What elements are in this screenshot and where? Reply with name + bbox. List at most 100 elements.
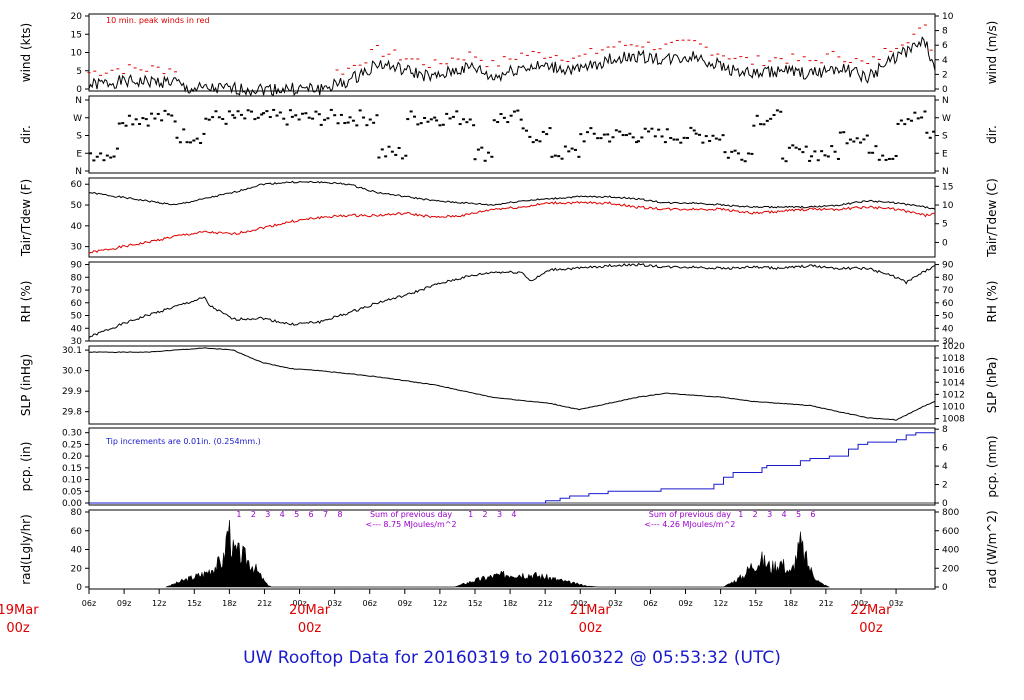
dir-point: [445, 112, 449, 115]
temp-right-label: Tair/Tdew (C): [985, 178, 999, 258]
dir-point: [124, 124, 128, 127]
dir-point: [794, 146, 798, 149]
dir-point: [178, 141, 182, 144]
dir-point: [650, 127, 654, 130]
y-tick-label-right-slp: 1008: [942, 415, 965, 425]
y-tick-label-left-pcp: 0.00: [62, 499, 82, 509]
rad-hour-marker: 8: [337, 510, 342, 519]
panel-frame-temp: [88, 177, 936, 258]
x-axis: 06z 09z 12z 15z 18z 21z 00z 03z 06z 09z 12z 15z 18z 2…: [0, 589, 903, 636]
dir-point: [451, 115, 455, 118]
dir-point: [476, 148, 480, 151]
x-day-hour-label: 00z: [6, 621, 30, 636]
rad-hour-marker: 3: [497, 510, 502, 519]
dir-point: [329, 108, 333, 111]
y-tick-label-right-temp: 10: [942, 201, 954, 211]
panel-rh: 90 80 70 60 50 40 30 90 80 70 60 50 40 30 RH (%) RH (%): [19, 261, 999, 347]
dir-point: [653, 135, 657, 138]
dir-point: [682, 136, 686, 139]
dir-point: [323, 118, 327, 121]
dir-point: [643, 127, 647, 130]
dir-point: [441, 123, 445, 126]
y-tick-label-right-temp: 5: [942, 220, 948, 230]
dir-point: [723, 151, 727, 154]
panel-frame-slp: [88, 345, 936, 425]
dir-point: [567, 150, 571, 153]
rad-hour-marker: 4: [280, 510, 285, 519]
dir-point: [380, 148, 384, 151]
y-tick-label-left-wind: 15: [71, 30, 82, 40]
x-day-hour-label: 00z: [859, 621, 883, 636]
slp-right-label: SLP (hPa): [985, 357, 999, 413]
dir-point: [631, 136, 635, 139]
dir-point: [433, 116, 437, 119]
dir-point: [233, 116, 237, 119]
y-tick-label-left-slp: 29.9: [62, 387, 82, 397]
dir-point: [163, 109, 167, 112]
y-tick-label-right-rh: 50: [942, 312, 954, 322]
y-tick-label-left-wind: 20: [71, 12, 83, 22]
x-tick-label: 09z: [398, 599, 412, 608]
dir-point: [599, 137, 603, 140]
dir-point: [669, 136, 673, 139]
air-temp-line: [88, 180, 936, 210]
panel-slp: 30.1 30.0 29.9 29.8 1020 1018 1016 1014 1012 1010…: [19, 342, 999, 425]
dir-point: [801, 151, 805, 154]
dir-point: [830, 145, 834, 148]
dir-point: [492, 119, 496, 122]
dir-point: [231, 114, 235, 117]
dir-point: [499, 113, 503, 116]
radiation-area: [165, 520, 830, 588]
dir-point: [319, 123, 323, 126]
x-day-hour-label: 00z: [579, 621, 603, 636]
y-tick-label-right-slp: 1018: [942, 354, 965, 364]
dir-point: [708, 139, 712, 142]
dir-point: [579, 133, 583, 136]
dir-point: [808, 159, 812, 162]
dir-point: [798, 148, 802, 151]
rad-hour-marker: 1: [468, 510, 473, 519]
dir-point: [185, 141, 189, 144]
x-tick-label: 06z: [82, 599, 96, 608]
dir-point: [871, 151, 875, 154]
panel-frame-rh: [88, 261, 936, 342]
dir-point: [204, 117, 208, 120]
dir-point: [144, 118, 148, 121]
dir-point: [606, 133, 610, 136]
dir-point: [698, 133, 702, 136]
x-day-hour-label: 00z: [298, 621, 322, 636]
dir-point: [928, 136, 932, 139]
dir-point: [326, 117, 330, 120]
dir-point: [496, 121, 500, 124]
panel-frame-dir: [88, 95, 936, 174]
y-tick-label-right-rad: 800: [942, 508, 959, 518]
dir-point: [290, 115, 294, 118]
dir-point: [881, 154, 885, 157]
dir-point: [694, 132, 698, 135]
dir-point: [121, 122, 125, 125]
rad-hour-marker: 2: [251, 510, 256, 519]
y-tick-label-right-rad: 200: [942, 564, 959, 574]
dir-point: [317, 113, 321, 116]
dir-point: [117, 122, 121, 125]
dir-point: [368, 118, 372, 121]
y-tick-label-left-pcp: 0.05: [62, 487, 82, 497]
dir-point: [115, 147, 119, 150]
dir-point: [423, 116, 427, 119]
dir-point: [426, 120, 430, 123]
dir-point: [339, 113, 343, 116]
dir-point: [852, 140, 856, 143]
dir-point: [596, 137, 600, 140]
dir-point: [932, 130, 936, 133]
dir-point: [278, 111, 282, 114]
dir-point: [207, 118, 211, 121]
dir-point: [468, 118, 472, 121]
dir-point: [516, 109, 520, 112]
y-tick-label-left-dir: N: [75, 167, 82, 177]
y-tick-label-right-rh: 70: [942, 286, 954, 296]
y-tick-label-right-dir: N: [942, 167, 949, 177]
x-tick-label: 09z: [117, 599, 131, 608]
dir-point: [772, 114, 776, 117]
